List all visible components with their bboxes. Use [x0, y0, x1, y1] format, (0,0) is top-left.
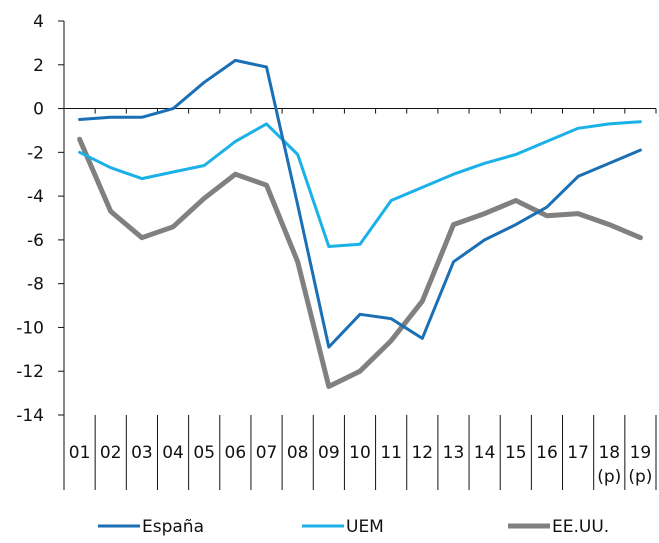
x-tick-label: 09	[318, 443, 340, 463]
x-tick-label: 19 (p)	[628, 443, 652, 487]
x-tick-label: 14	[474, 443, 496, 463]
y-tick-label: -2	[27, 143, 44, 163]
x-axis: 01 02 03 04 05 06 07 08 09 10 11 12 13 14 15 16 17 18 (p) 1…	[63, 108, 657, 490]
x-tick-label: 13	[443, 443, 465, 463]
series-line-1	[78, 120, 642, 248]
y-tick-label: -6	[27, 231, 44, 251]
legend-label: España	[142, 517, 204, 537]
y-tick-label: -4	[27, 187, 44, 207]
series-line-2	[77, 136, 643, 389]
x-tick-label: 05	[193, 443, 215, 463]
y-tick-label: -8	[27, 275, 44, 295]
legend-label: UEM	[346, 517, 384, 537]
x-tick-label: 08	[287, 443, 309, 463]
series-line-0	[78, 58, 642, 349]
x-tick-label: 12	[411, 443, 433, 463]
x-tick-label: 17	[567, 443, 589, 463]
x-tick-label: 18 (p)	[597, 443, 621, 487]
x-tick-label: 02	[100, 443, 122, 463]
x-tick-label: 10	[349, 443, 371, 463]
x-tick-label: 06	[225, 443, 247, 463]
y-tick-label: 0	[33, 100, 44, 120]
series-lines	[77, 58, 643, 389]
x-tick-label: 15	[505, 443, 527, 463]
x-tick-label: 11	[380, 443, 402, 463]
y-tick-label: -14	[16, 406, 44, 426]
x-tick-label: 03	[131, 443, 153, 463]
x-tick-label: 16	[536, 443, 558, 463]
y-tick-label: 2	[33, 56, 44, 76]
x-tick-label: 07	[256, 443, 278, 463]
legend-label: EE.UU.	[552, 517, 609, 537]
x-tick-label: 04	[162, 443, 184, 463]
x-tick-label: 01	[69, 443, 91, 463]
legend: España UEM EE.UU.	[98, 517, 609, 537]
y-axis: 4 2 0 -2 -4 -6 -8 -10 -12 -14	[16, 12, 65, 426]
y-tick-label: -10	[16, 318, 44, 338]
y-tick-label: -12	[16, 362, 44, 382]
y-tick-label: 4	[33, 12, 44, 32]
